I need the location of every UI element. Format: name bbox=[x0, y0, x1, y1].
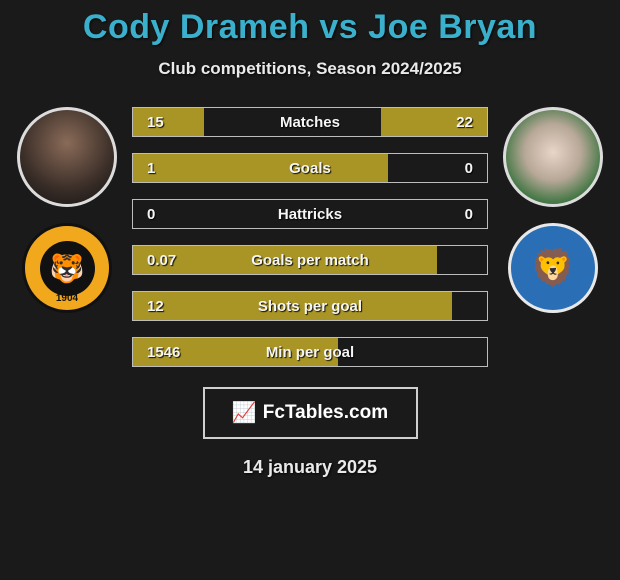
stat-row: 0Hattricks0 bbox=[132, 199, 488, 229]
stat-row: 1546Min per goal bbox=[132, 337, 488, 367]
branding-label: FcTables.com bbox=[263, 402, 388, 424]
stat-label: Hattricks bbox=[239, 206, 381, 223]
stat-value-left: 15 bbox=[133, 114, 239, 131]
player-left-avatar bbox=[17, 107, 117, 207]
stat-row: 15Matches22 bbox=[132, 107, 488, 137]
stat-value-right: 22 bbox=[381, 114, 487, 131]
chart-icon: 📈 bbox=[232, 403, 257, 423]
right-side: 🦁 bbox=[494, 107, 612, 313]
date-label: 14 january 2025 bbox=[0, 457, 620, 478]
stat-row: 12Shots per goal bbox=[132, 291, 488, 321]
stat-value-left: 0 bbox=[133, 206, 239, 223]
stat-value-left: 12 bbox=[133, 298, 239, 315]
comparison-card: Cody Drameh vs Joe Bryan Club competitio… bbox=[0, 0, 620, 478]
stat-label: Shots per goal bbox=[239, 298, 381, 315]
stat-label: Goals per match bbox=[239, 252, 381, 269]
branding-box: 📈 FcTables.com bbox=[203, 387, 418, 439]
subtitle: Club competitions, Season 2024/2025 bbox=[0, 59, 620, 79]
lion-icon: 🦁 bbox=[526, 241, 581, 296]
stat-value-right: 0 bbox=[381, 160, 487, 177]
stat-row: 1Goals0 bbox=[132, 153, 488, 183]
stat-value-left: 0.07 bbox=[133, 252, 239, 269]
stat-value-left: 1546 bbox=[133, 344, 239, 361]
stat-value-left: 1 bbox=[133, 160, 239, 177]
club-year-left: 1904 bbox=[56, 293, 78, 304]
stat-label: Matches bbox=[239, 114, 381, 131]
player-right-avatar bbox=[503, 107, 603, 207]
stat-label: Min per goal bbox=[239, 344, 381, 361]
stat-label: Goals bbox=[239, 160, 381, 177]
player-left-club-badge: 🐯 1904 bbox=[22, 223, 112, 313]
page-title: Cody Drameh vs Joe Bryan bbox=[0, 8, 620, 47]
left-side: 🐯 1904 bbox=[8, 107, 126, 313]
player-right-club-badge: 🦁 bbox=[508, 223, 598, 313]
stat-bars: 15Matches221Goals00Hattricks00.07Goals p… bbox=[126, 107, 494, 367]
stat-row: 0.07Goals per match bbox=[132, 245, 488, 275]
comparison-body: 🐯 1904 15Matches221Goals00Hattricks00.07… bbox=[0, 107, 620, 367]
tiger-icon: 🐯 bbox=[40, 241, 95, 296]
stat-value-right: 0 bbox=[381, 206, 487, 223]
